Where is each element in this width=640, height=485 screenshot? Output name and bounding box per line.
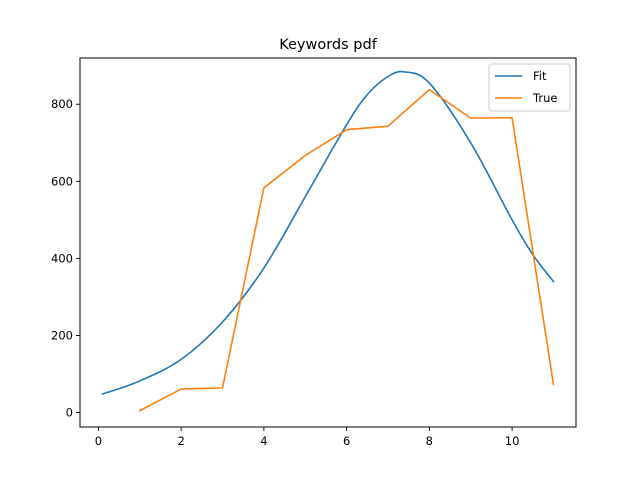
y-tick-label: 200 (51, 328, 73, 342)
x-tick-label: 10 (505, 434, 520, 448)
series-line-fit (101, 70, 555, 396)
legend: Fit True (488, 63, 571, 112)
x-tick-label: 0 (95, 434, 102, 448)
plot-frame (79, 57, 577, 428)
series-line-true (138, 88, 555, 412)
legend-box (488, 63, 571, 112)
x-tick-label: 6 (343, 434, 350, 448)
y-axis: 0 200 400 600 800 (51, 97, 80, 420)
y-tick-label: 400 (51, 251, 73, 265)
legend-label-true: True (532, 91, 557, 105)
x-axis: 0 2 4 6 8 10 (95, 427, 520, 448)
x-tick-label: 2 (177, 434, 184, 448)
series-layer (101, 70, 555, 412)
y-tick-label: 600 (51, 174, 73, 188)
y-tick-label: 0 (66, 406, 73, 420)
y-tick-label: 800 (51, 97, 73, 111)
chart-title: Keywords pdf (279, 37, 378, 53)
x-tick-label: 4 (260, 434, 267, 448)
x-tick-label: 8 (426, 434, 433, 448)
legend-label-fit: Fit (533, 69, 547, 83)
